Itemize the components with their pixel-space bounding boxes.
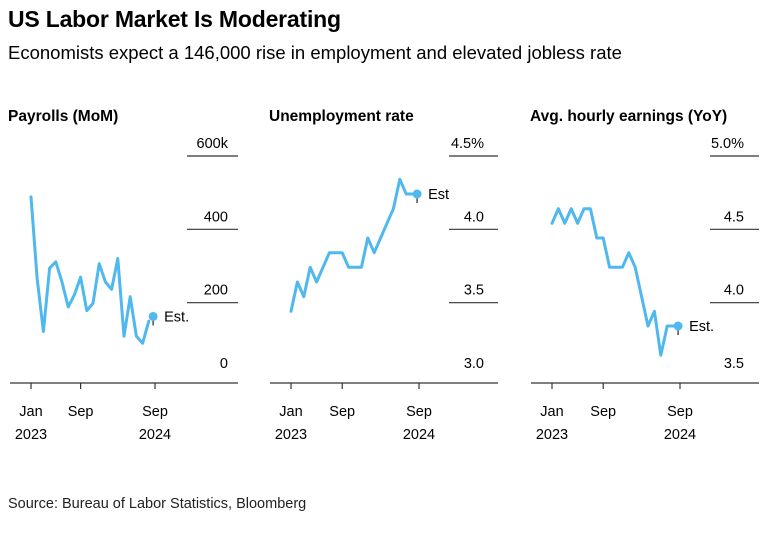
y-tick-label: 4.0 — [464, 209, 484, 225]
panel-title-2: Unemployment rate — [269, 108, 414, 125]
y-tick-label: 3.0 — [464, 356, 484, 372]
estimate-label: Est — [428, 187, 449, 203]
y-tick-label: 4.5 — [724, 209, 744, 225]
x-tick-year: 2024 — [664, 427, 696, 443]
series-line — [550, 207, 676, 357]
x-tick-label: Jan — [279, 404, 302, 420]
y-tick-label: 3.5 — [464, 283, 484, 299]
estimate-label: Est. — [689, 319, 714, 335]
x-tick-year: 2024 — [139, 427, 171, 443]
source-note: Source: Bureau of Labor Statistics, Bloo… — [8, 496, 307, 512]
series-line — [29, 195, 151, 345]
chart-subtitle: Economists expect a 146,000 rise in empl… — [8, 42, 622, 63]
x-tick-label: Sep — [68, 404, 94, 420]
estimate-marker — [673, 321, 683, 331]
panel-title-1: Payrolls (MoM) — [8, 108, 118, 125]
y-tick-label: 200 — [204, 283, 228, 299]
x-tick-year: 2023 — [15, 427, 47, 443]
y-tick-label: 600k — [197, 136, 229, 152]
x-tick-year: 2024 — [403, 427, 435, 443]
y-tick-label: 400 — [204, 209, 228, 225]
x-tick-label: Sep — [667, 404, 693, 420]
y-tick-label: 5.0% — [711, 136, 744, 152]
x-tick-year: 2023 — [275, 427, 307, 443]
y-tick-label: 4.5% — [451, 136, 484, 152]
x-tick-label: Jan — [540, 404, 563, 420]
estimate-marker — [148, 311, 158, 321]
panel-title-3: Avg. hourly earnings (YoY) — [530, 108, 727, 125]
estimate-label: Est. — [164, 309, 189, 325]
estimate-marker — [412, 189, 422, 199]
x-tick-label: Sep — [329, 404, 355, 420]
x-tick-label: Sep — [142, 404, 168, 420]
x-tick-label: Jan — [19, 404, 42, 420]
series-line — [289, 177, 415, 313]
y-tick-label: 4.0 — [724, 283, 744, 299]
y-tick-label: 0 — [220, 356, 228, 372]
x-tick-year: 2023 — [536, 427, 568, 443]
x-tick-label: Sep — [590, 404, 616, 420]
chart-title: US Labor Market Is Moderating — [8, 6, 341, 32]
x-tick-label: Sep — [406, 404, 432, 420]
y-tick-label: 3.5 — [724, 356, 744, 372]
